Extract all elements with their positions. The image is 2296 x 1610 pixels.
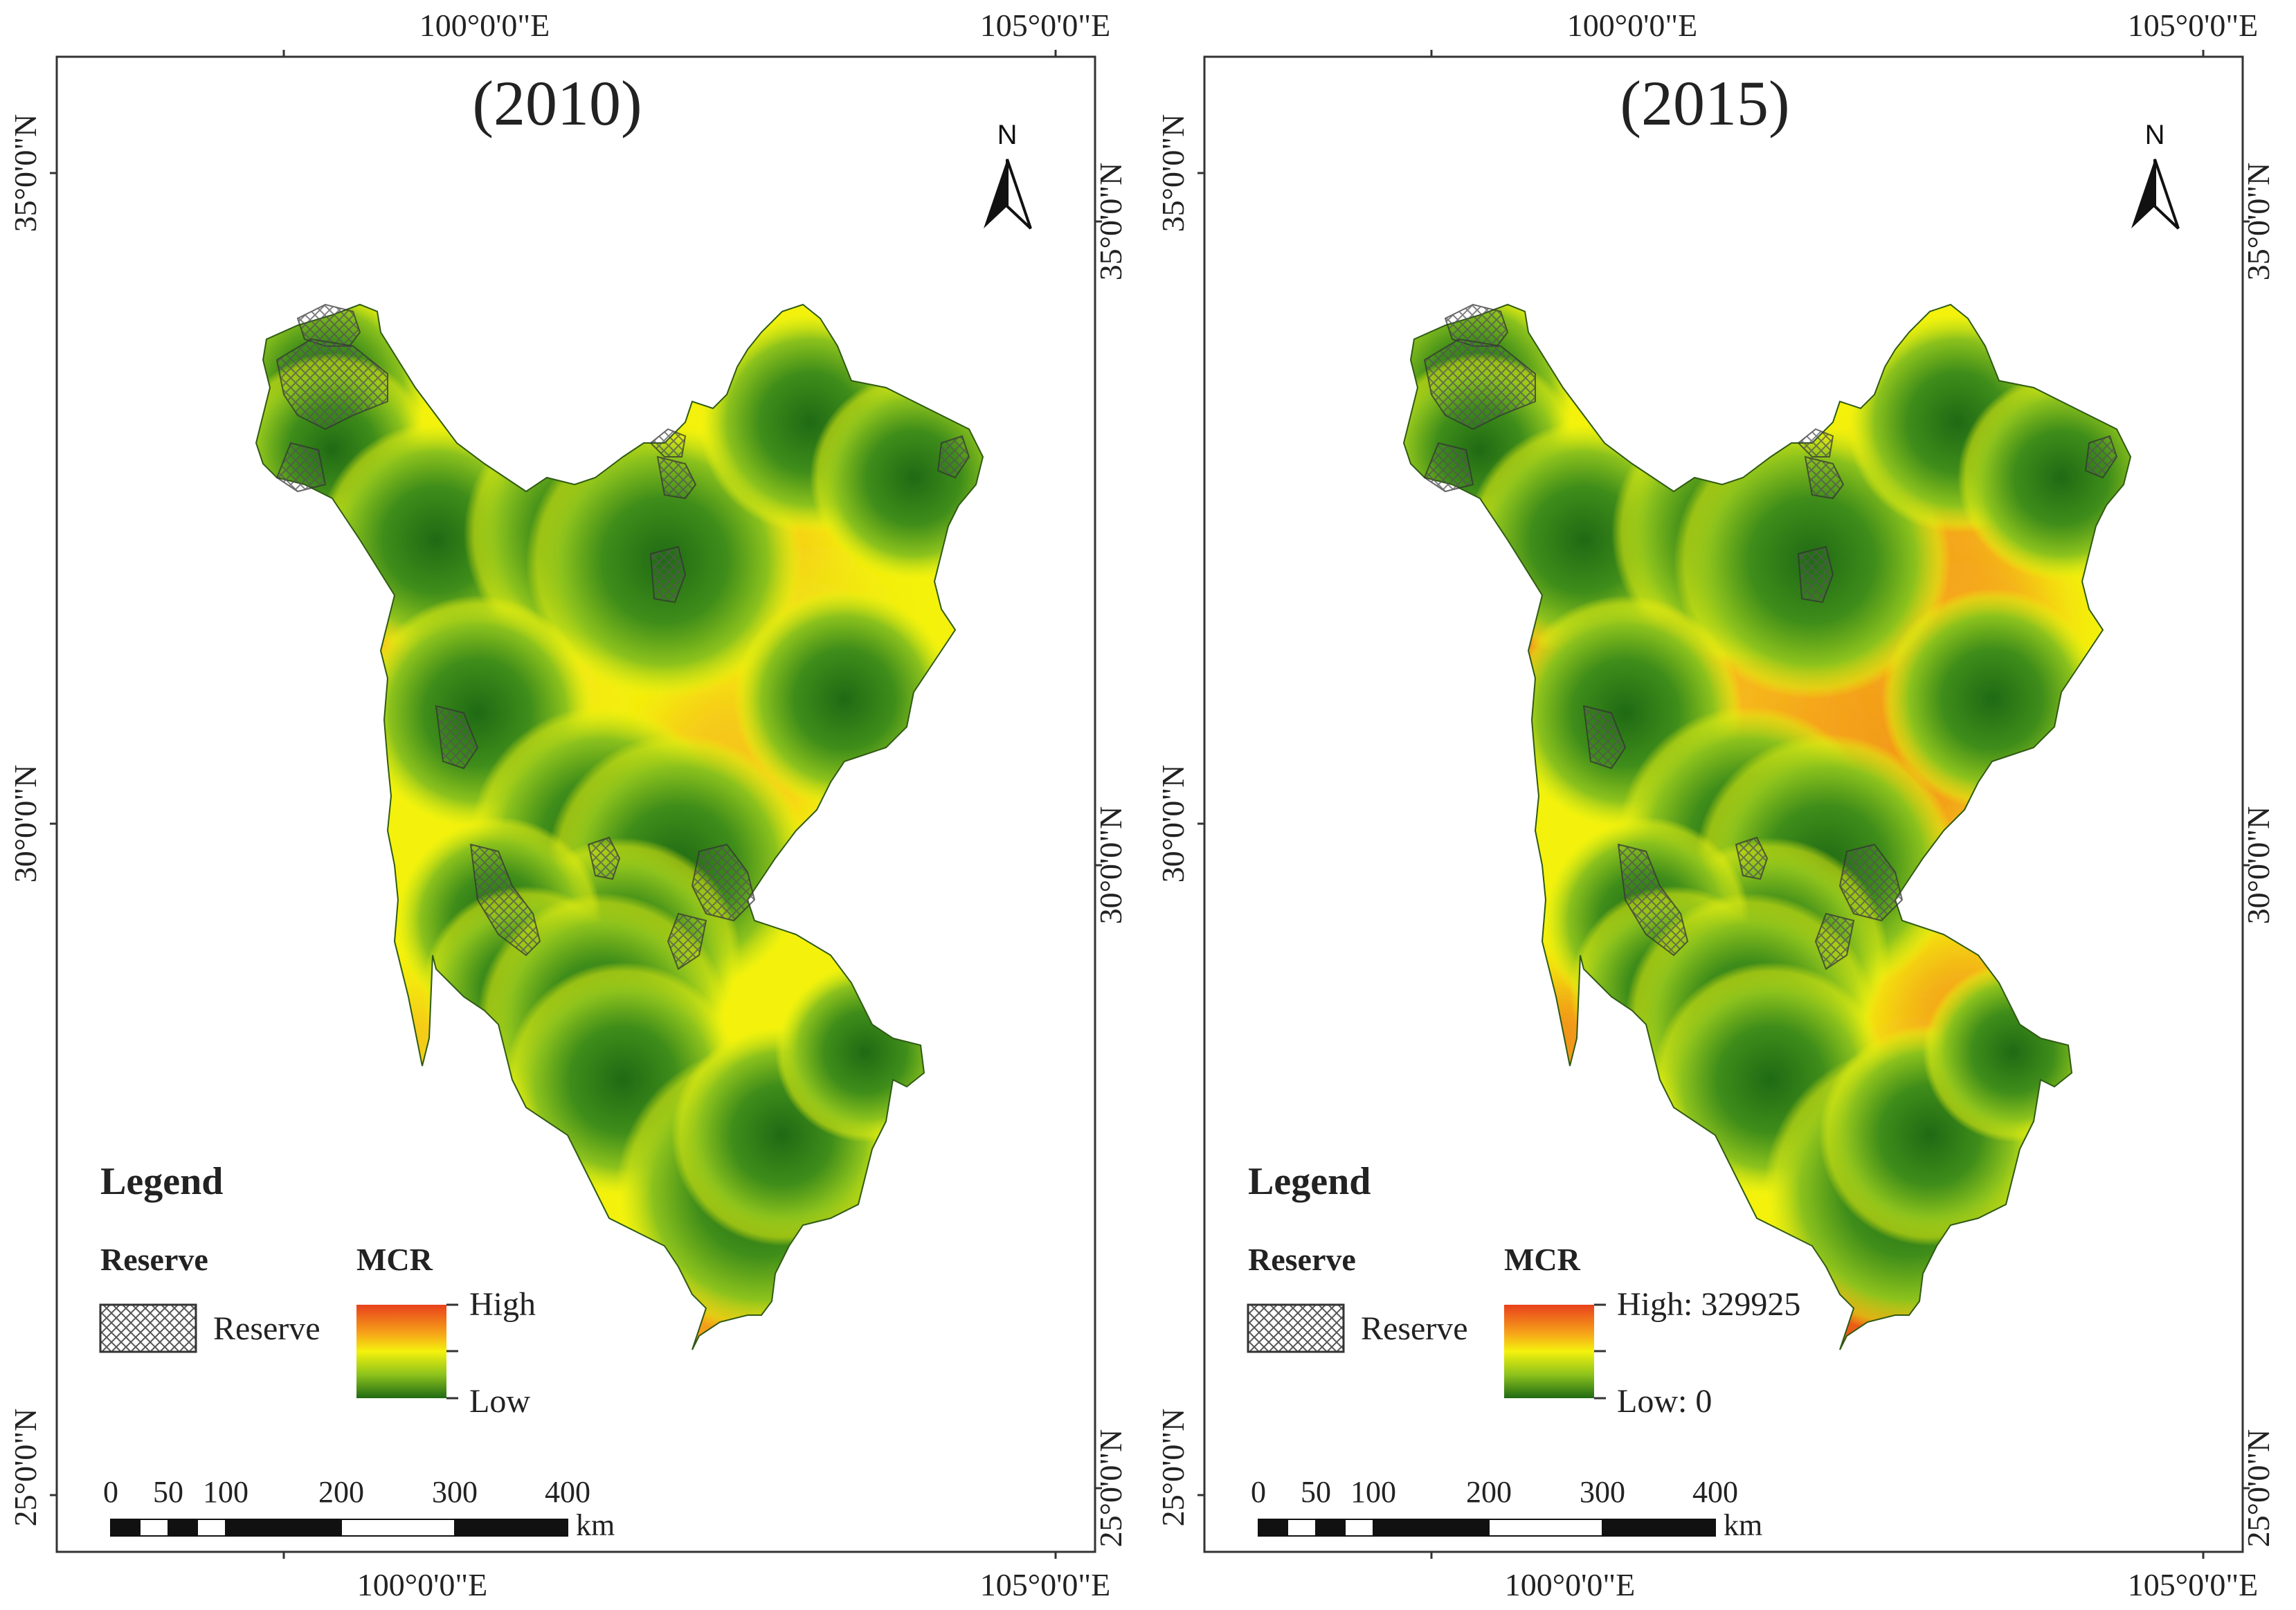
reserve-area bbox=[2084, 435, 2118, 479]
scalebar-unit: km bbox=[576, 1508, 615, 1542]
scalebar-tick-label: 50 bbox=[1301, 1475, 1331, 1509]
legend-low-label: Low: 0 bbox=[1617, 1383, 1712, 1420]
reserve-area bbox=[275, 338, 388, 431]
top-longitude-label: 105°0'0"E bbox=[2128, 8, 2259, 43]
left-latitude-label: 30°0'0"N bbox=[8, 765, 43, 883]
reserve-area bbox=[1735, 836, 1769, 880]
reserve-area bbox=[1814, 912, 1855, 970]
reserve-area bbox=[1838, 843, 1904, 922]
left-latitude-label: 35°0'0"N bbox=[8, 114, 43, 233]
mcr-surface bbox=[256, 305, 983, 1350]
top-longitude-label: 100°0'0"E bbox=[419, 8, 550, 43]
north-arrow-icon: N bbox=[984, 120, 1032, 230]
legend-high-label: High: 329925 bbox=[1617, 1286, 1800, 1323]
reserve-area bbox=[1797, 545, 1834, 604]
scalebar-tick-label: 100 bbox=[1350, 1475, 1396, 1509]
reserve-swatch bbox=[99, 1303, 197, 1353]
right-latitude-label: 35°0'0"N bbox=[1093, 163, 1128, 281]
scalebar-unit: km bbox=[1724, 1508, 1762, 1542]
scalebar bbox=[110, 1519, 568, 1537]
right-latitude-label: 25°0'0"N bbox=[1093, 1429, 1128, 1548]
reserve-area bbox=[1423, 442, 1474, 493]
legend-mcr-heading: MCR bbox=[1504, 1242, 1581, 1277]
scalebar-tick-label: 400 bbox=[1692, 1475, 1738, 1509]
reserve-area bbox=[296, 303, 361, 347]
reserve-area bbox=[656, 455, 697, 500]
bottom-longitude-label: 100°0'0"E bbox=[1505, 1567, 1636, 1602]
legend-reserve-label: Reserve bbox=[1361, 1310, 1468, 1347]
map-svg: 100°0'0"E 105°0'0"E 100°0'0"E 105°0'0"E 35°0… bbox=[1155, 8, 2276, 1602]
scalebar-tick-label: 400 bbox=[545, 1475, 590, 1509]
legend-mcr-heading: MCR bbox=[356, 1242, 433, 1277]
right-latitude-label: 30°0'0"N bbox=[1093, 806, 1128, 925]
svg-text:N: N bbox=[2145, 120, 2165, 150]
scalebar-tick-label: 300 bbox=[432, 1475, 478, 1509]
map-frame bbox=[55, 55, 1096, 1553]
map-title: (2010) bbox=[472, 68, 642, 138]
right-latitude-label: 35°0'0"N bbox=[2241, 163, 2276, 281]
reserve-area bbox=[1617, 843, 1689, 957]
legend-reserve-heading: Reserve bbox=[1248, 1242, 1356, 1277]
scalebar-tick-label: 200 bbox=[1466, 1475, 1512, 1509]
reserve-area bbox=[435, 705, 479, 770]
legend-heading: Legend bbox=[100, 1160, 223, 1203]
reserve-area bbox=[587, 836, 621, 880]
mcr-surface bbox=[1404, 305, 2131, 1350]
reserve-area bbox=[1444, 303, 1509, 347]
map-svg: 100°0'0"E 105°0'0"E 100°0'0"E 105°0'0"E 35°0… bbox=[8, 8, 1128, 1602]
top-longitude-label: 105°0'0"E bbox=[980, 8, 1111, 43]
right-latitude-label: 30°0'0"N bbox=[2241, 806, 2276, 925]
mcr-color-ramp bbox=[356, 1305, 446, 1398]
reserve-area bbox=[649, 428, 687, 458]
reserve-area bbox=[667, 912, 707, 970]
reserve-area bbox=[275, 442, 327, 493]
reserve-area bbox=[1423, 338, 1536, 431]
scalebar-tick-label: 100 bbox=[203, 1475, 248, 1509]
reserve-swatch bbox=[1247, 1303, 1345, 1353]
top-longitude-label: 100°0'0"E bbox=[1567, 8, 1698, 43]
bottom-longitude-label: 100°0'0"E bbox=[357, 1567, 488, 1602]
left-latitude-label: 30°0'0"N bbox=[1155, 765, 1191, 883]
reserve-area bbox=[649, 545, 687, 604]
left-latitude-label: 35°0'0"N bbox=[1155, 114, 1191, 233]
right-latitude-label: 25°0'0"N bbox=[2241, 1429, 2276, 1548]
scalebar-tick-label: 0 bbox=[1251, 1475, 1266, 1509]
reserve-area bbox=[937, 435, 970, 479]
left-latitude-label: 25°0'0"N bbox=[1155, 1409, 1191, 1527]
legend-high-label: High bbox=[469, 1286, 536, 1323]
legend-reserve-heading: Reserve bbox=[100, 1242, 208, 1277]
legend-heading: Legend bbox=[1248, 1160, 1371, 1203]
scalebar-tick-label: 0 bbox=[103, 1475, 118, 1509]
map-title: (2015) bbox=[1620, 68, 1789, 138]
left-latitude-label: 25°0'0"N bbox=[8, 1409, 43, 1527]
scalebar-tick-label: 50 bbox=[153, 1475, 183, 1509]
scalebar-tick-label: 200 bbox=[318, 1475, 364, 1509]
reserve-area bbox=[691, 843, 756, 922]
svg-text:N: N bbox=[997, 120, 1018, 150]
scalebar bbox=[1258, 1519, 1716, 1537]
bottom-longitude-label: 105°0'0"E bbox=[980, 1567, 1111, 1602]
reserve-area bbox=[1804, 455, 1845, 500]
north-arrow-icon: N bbox=[2131, 120, 2180, 230]
reserve-area bbox=[1797, 428, 1834, 458]
map-panel-2010: 100°0'0"E 105°0'0"E 100°0'0"E 105°0'0"E 35°0… bbox=[8, 8, 1128, 1602]
scalebar-tick-label: 300 bbox=[1580, 1475, 1625, 1509]
reserve-area bbox=[469, 843, 541, 957]
mcr-color-ramp bbox=[1504, 1305, 1594, 1398]
map-frame bbox=[1203, 55, 2244, 1553]
legend-low-label: Low bbox=[469, 1383, 530, 1420]
map-panel-2015: 100°0'0"E 105°0'0"E 100°0'0"E 105°0'0"E 35°0… bbox=[1148, 0, 2295, 1610]
legend-reserve-label: Reserve bbox=[213, 1310, 320, 1347]
reserve-area bbox=[1582, 705, 1627, 770]
bottom-longitude-label: 105°0'0"E bbox=[2128, 1567, 2259, 1602]
